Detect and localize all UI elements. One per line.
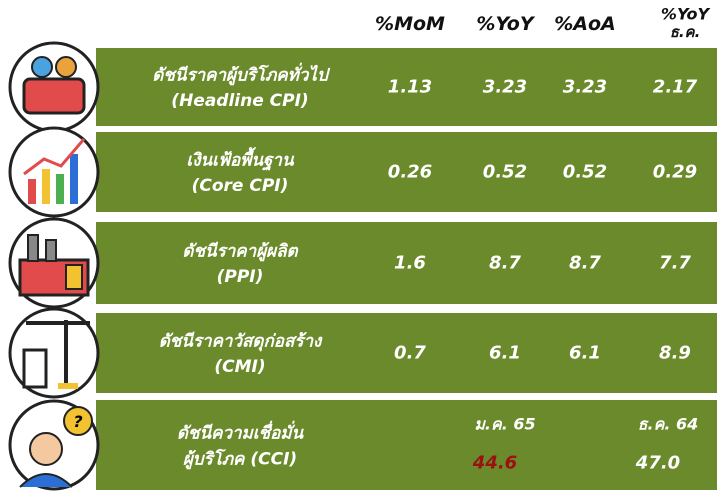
row-icon [6, 39, 102, 135]
row-label: (PPI) [217, 267, 264, 287]
row-icon [6, 215, 102, 311]
column-header: %YoY [476, 13, 533, 35]
row-label: ดัชนีราคาผู้บริโภคทั่วไป [152, 62, 327, 89]
row-value: 1.6 [394, 253, 426, 274]
row-value: 7.7 [659, 253, 691, 274]
row-value: 6.1 [569, 343, 601, 364]
row-value: 8.9 [659, 343, 691, 364]
row-value: 8.7 [569, 253, 601, 274]
icon-holder [6, 305, 102, 405]
row-value: 2.17 [653, 77, 697, 98]
row-label: (Core CPI) [192, 176, 289, 196]
row-icon [6, 124, 102, 220]
cci-value: 44.6 [473, 453, 517, 474]
row-label: ดัชนีราคาผู้ผลิต [182, 238, 297, 265]
row-value: 3.23 [483, 77, 527, 98]
row-value: 0.29 [653, 162, 697, 183]
period-label: ม.ค. 65 [474, 413, 535, 438]
row-value: 1.13 [388, 77, 432, 98]
period-label: ธ.ค. 64 [638, 413, 698, 438]
row-value: 0.52 [563, 162, 607, 183]
row-value: 0.26 [388, 162, 432, 183]
row-label: (Headline CPI) [171, 91, 308, 111]
row-value: 8.7 [489, 253, 521, 274]
row-value: 6.1 [489, 343, 521, 364]
cci-value: 47.0 [636, 453, 680, 474]
icon-holder [6, 215, 102, 315]
row-label: ดัชนีราคาวัสดุก่อสร้าง [159, 328, 322, 355]
column-header: %AoA [554, 13, 616, 35]
row-label: เงินเฟ้อพื้นฐาน [186, 147, 293, 174]
row-label: (CMI) [214, 357, 265, 377]
infographic: %MoM%YoY%AoA%YoYธ.ค.ดัชนีราคาผู้บริโภคทั… [0, 0, 717, 498]
icon-holder [6, 124, 102, 224]
icon-holder: ? [6, 397, 102, 497]
column-header-sub: ธ.ค. [670, 20, 701, 44]
row-value: 0.52 [483, 162, 527, 183]
row-icon [6, 305, 102, 401]
svg-text:?: ? [73, 412, 82, 431]
column-header: %MoM [375, 13, 445, 35]
row-value: 3.23 [563, 77, 607, 98]
row-label: ผู้บริโภค (CCI) [183, 446, 297, 473]
row-label: ดัชนีความเชื่อมั่น [177, 420, 303, 447]
row-value: 0.7 [394, 343, 426, 364]
row-icon: ? [6, 397, 102, 493]
